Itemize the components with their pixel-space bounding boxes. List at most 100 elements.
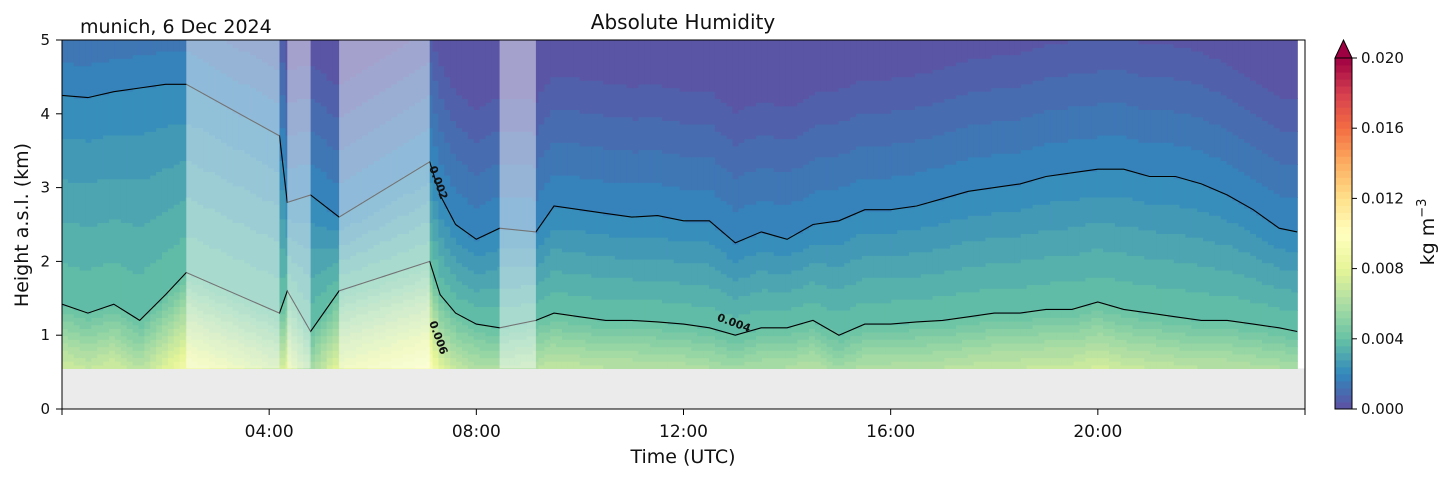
heatmap-cell — [85, 182, 93, 227]
heatmap-cell — [503, 288, 510, 307]
heatmap-cell — [920, 335, 928, 348]
heatmap-cell — [1126, 196, 1134, 227]
heatmap-cell — [62, 320, 69, 329]
heatmap-cell — [256, 233, 263, 271]
heatmap-cell — [432, 310, 440, 318]
heatmap-cell — [909, 361, 916, 370]
heatmap-cell — [161, 310, 169, 318]
heatmap-cell — [1097, 350, 1104, 359]
heatmap-cell — [1185, 40, 1192, 48]
heatmap-cell — [703, 350, 710, 359]
colorbar-band — [1335, 156, 1352, 164]
heatmap-cell — [1091, 40, 1098, 74]
heatmap-cell — [1238, 353, 1245, 362]
heatmap-cell — [391, 320, 398, 329]
heatmap-cell — [1279, 196, 1287, 231]
heatmap-cell — [185, 83, 192, 125]
heatmap-cell — [1038, 317, 1045, 326]
heatmap-cell — [832, 91, 840, 125]
heatmap-cell — [1120, 134, 1128, 169]
heatmap-cell — [838, 357, 845, 366]
heatmap-cell — [509, 229, 516, 249]
heatmap-cell — [409, 299, 416, 307]
heatmap-cell — [1073, 171, 1081, 202]
heatmap-cell — [85, 328, 93, 337]
heatmap-cell — [379, 189, 387, 209]
heatmap-cell — [1232, 361, 1240, 370]
heatmap-cell — [873, 277, 881, 304]
heatmap-cell — [844, 346, 851, 355]
heatmap-cell — [73, 222, 81, 267]
heatmap-cell — [550, 320, 557, 329]
heatmap-cell — [932, 69, 940, 103]
heatmap-cell — [309, 196, 316, 224]
heatmap-cell — [356, 237, 363, 253]
heatmap-cell — [461, 357, 469, 366]
heatmap-cell — [226, 306, 234, 315]
heatmap-cell — [950, 269, 957, 297]
heatmap-cell — [1103, 167, 1110, 198]
heatmap-cell — [303, 361, 310, 370]
heatmap-cell — [385, 306, 392, 315]
heatmap-cell — [644, 116, 651, 151]
heatmap-cell — [1067, 324, 1075, 333]
heatmap-cell — [332, 320, 340, 329]
heatmap-cell — [62, 61, 69, 96]
heatmap-cell — [514, 40, 522, 99]
heatmap-cell — [1232, 222, 1240, 249]
heatmap-cell — [1109, 313, 1116, 322]
heatmap-cell — [1026, 357, 1034, 366]
heatmap-cell — [926, 138, 934, 169]
heatmap-cell — [850, 342, 857, 355]
heatmap-cell — [132, 331, 140, 344]
heatmap-cell — [709, 328, 716, 337]
heatmap-cell — [1091, 302, 1098, 311]
heatmap-cell — [1032, 357, 1040, 366]
heatmap-cell — [1150, 258, 1157, 286]
heatmap-cell — [1267, 306, 1275, 329]
heatmap-cell — [585, 342, 592, 351]
heatmap-cell — [1109, 335, 1116, 348]
heatmap-cell — [956, 127, 963, 162]
heatmap-cell — [256, 269, 263, 304]
heatmap-cell — [897, 299, 904, 326]
heatmap-cell — [438, 320, 445, 329]
heatmap-cell — [432, 364, 440, 370]
colorbar-band — [1335, 268, 1352, 277]
heatmap-cell — [385, 328, 392, 337]
heatmap-cell — [179, 299, 187, 307]
heatmap-cell — [1032, 310, 1040, 318]
heatmap-cell — [373, 229, 381, 245]
heatmap-cell — [314, 273, 322, 297]
heatmap-cell — [809, 193, 816, 227]
heatmap-cell — [1267, 328, 1275, 337]
heatmap-cell — [1091, 72, 1098, 107]
heatmap-cell — [1026, 149, 1034, 183]
heatmap-cell — [997, 361, 1004, 370]
heatmap-cell — [126, 313, 134, 322]
heatmap-cell — [132, 226, 140, 275]
heatmap-cell — [232, 112, 240, 151]
heatmap-cell — [1044, 317, 1051, 326]
heatmap-cell — [167, 207, 175, 249]
heatmap-cell — [73, 40, 81, 67]
heatmap-cell — [709, 244, 716, 267]
heatmap-cell — [232, 317, 240, 326]
heatmap-cell — [361, 102, 369, 136]
heatmap-cell — [1185, 112, 1192, 147]
heatmap-cell — [944, 335, 951, 344]
heatmap-cell — [867, 233, 875, 256]
heatmap-cell — [538, 317, 545, 326]
heatmap-cell — [861, 331, 869, 340]
heatmap-cell — [485, 102, 492, 136]
heatmap-cell — [538, 364, 545, 370]
heatmap-cell — [432, 145, 440, 180]
heatmap-cell — [414, 350, 422, 359]
heatmap-cell — [485, 251, 492, 271]
heatmap-cell — [809, 342, 816, 351]
heatmap-cell — [656, 215, 663, 238]
heatmap-cell — [1132, 40, 1140, 74]
heatmap-cell — [1244, 339, 1251, 348]
heatmap-cell — [756, 167, 763, 202]
heatmap-cell — [673, 331, 681, 340]
